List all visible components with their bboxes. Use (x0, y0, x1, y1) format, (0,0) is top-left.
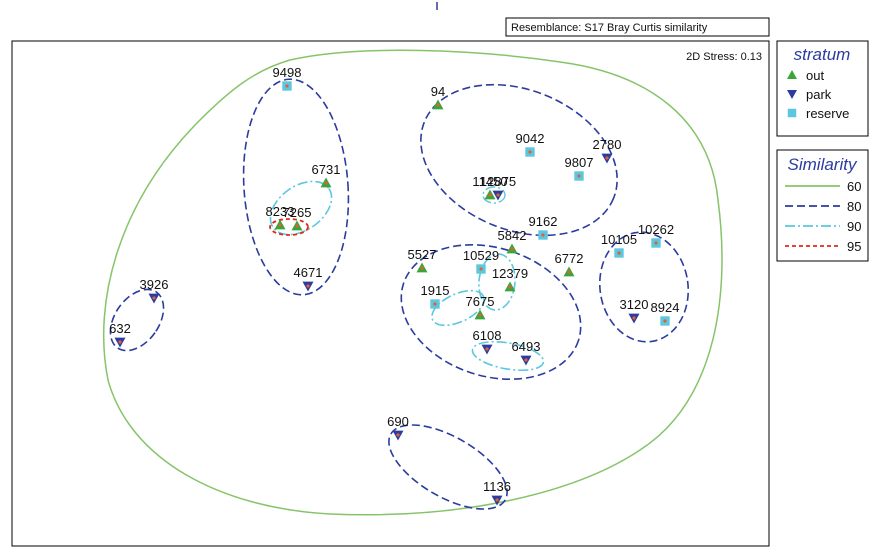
point-label-5527: 5527 (408, 247, 437, 262)
stratum-legend-label-park: park (806, 87, 832, 102)
point-center-10262 (654, 241, 658, 245)
stress-label: 2D Stress: 0.13 (686, 51, 762, 63)
stratum-legend-marker-park (787, 90, 797, 99)
contour-90-top-small (482, 186, 506, 204)
point-center-9162 (541, 233, 545, 237)
point-center-94 (436, 103, 440, 107)
point-center-1915 (433, 302, 437, 306)
point-label-9498: 9498 (273, 65, 302, 80)
point-label-3926: 3926 (140, 277, 169, 292)
point-center-10105 (617, 251, 621, 255)
point-label-9042: 9042 (516, 131, 545, 146)
point-center-7265 (295, 224, 299, 228)
contour-80-middle-cluster (400, 244, 582, 380)
point-label-10105: 10105 (601, 232, 637, 247)
point-center-9042 (528, 150, 532, 154)
point-label-632: 632 (109, 321, 131, 336)
contour-95 (269, 218, 309, 236)
point-center-11450 (488, 193, 492, 197)
point-center-8233 (278, 223, 282, 227)
point-center-6108 (485, 347, 489, 351)
point-label-9162: 9162 (529, 214, 558, 229)
contour-90-center-b (431, 289, 485, 327)
point-label-10529: 10529 (463, 248, 499, 263)
point-center-6731 (324, 181, 328, 185)
stratum-legend-label-out: out (806, 68, 824, 83)
point-center-5842 (510, 247, 514, 251)
similarity-legend: Similarity 60 80 90 95 (776, 149, 869, 262)
similarity-legend-label-60: 60 (847, 179, 861, 194)
title-box (505, 17, 770, 37)
similarity-legend-label-90: 90 (847, 219, 861, 234)
chart-title: Resemblance: S17 Bray Curtis similarity (511, 22, 708, 34)
stratum-legend-label-reserve: reserve (806, 106, 849, 121)
point-label-6108: 6108 (473, 328, 502, 343)
contour-80-top-cluster (420, 83, 618, 237)
point-center-632 (118, 340, 122, 344)
point-center-3926 (152, 296, 156, 300)
stratum-legend-box (776, 40, 869, 137)
point-label-690: 690 (387, 414, 409, 429)
contour-90-center-a (478, 253, 516, 311)
point-label-10262: 10262 (638, 222, 674, 237)
point-center-9498 (285, 84, 289, 88)
stratum-legend: stratum out park reserve (776, 40, 869, 137)
point-center-7675 (478, 313, 482, 317)
stratum-legend-title: stratum (794, 45, 851, 64)
point-label-6731: 6731 (312, 162, 341, 177)
similarity-contours (102, 49, 723, 516)
point-label-12379: 12379 (492, 266, 528, 281)
contour-80-bottom-pair (388, 424, 508, 510)
point-label-11450: 11450 (472, 174, 507, 189)
point-center-12379 (508, 285, 512, 289)
point-label-6772: 6772 (555, 251, 584, 266)
contour-80-left-pair (109, 288, 165, 352)
point-label-3120: 3120 (620, 297, 649, 312)
point-center-4671 (306, 284, 310, 288)
point-center-3120 (632, 316, 636, 320)
stratum-legend-marker-reserve (787, 108, 797, 118)
point-center-1136 (495, 498, 499, 502)
contour-90-bottom (471, 340, 545, 372)
point-center-6493 (524, 358, 528, 362)
point-label-7675: 7675 (466, 294, 495, 309)
similarity-legend-label-80: 80 (847, 199, 861, 214)
point-center-5527 (420, 266, 424, 270)
point-label-1915: 1915 (421, 283, 450, 298)
point-label-9807: 9807 (565, 155, 594, 170)
point-label-8233: 8233 (266, 204, 295, 219)
point-label-5842: 5842 (498, 228, 527, 243)
point-center-9807 (577, 174, 581, 178)
point-center-10529 (479, 267, 483, 271)
plot-frame (11, 40, 770, 547)
point-label-12875: 12875 (480, 174, 516, 189)
point-center-6772 (567, 270, 571, 274)
contour-80-right-cluster (598, 231, 690, 343)
point-center-12875 (496, 193, 500, 197)
stratum-legend-marker-out (787, 70, 797, 79)
contour-60 (102, 49, 723, 516)
contour-90-left (269, 180, 333, 236)
contour-80-left-upper (242, 78, 350, 296)
similarity-legend-title: Similarity (788, 155, 858, 174)
point-center-2780 (605, 156, 609, 160)
point-center-690 (396, 433, 400, 437)
point-label-94: 94 (431, 84, 445, 99)
point-center-8924 (663, 319, 667, 323)
similarity-legend-label-95: 95 (847, 239, 861, 254)
point-label-7265: 7265 (283, 205, 312, 220)
point-label-1136: 1136 (483, 479, 511, 494)
point-label-2780: 2780 (593, 137, 622, 152)
point-label-4671: 4671 (294, 265, 323, 280)
point-label-8924: 8924 (651, 300, 680, 315)
points-layer (114, 81, 670, 506)
point-label-6493: 6493 (512, 339, 541, 354)
